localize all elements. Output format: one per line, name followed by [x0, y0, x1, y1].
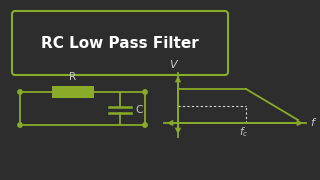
Text: C: C — [135, 105, 142, 115]
Circle shape — [18, 123, 22, 127]
FancyBboxPatch shape — [12, 11, 228, 75]
Circle shape — [143, 90, 147, 94]
Circle shape — [18, 90, 22, 94]
Circle shape — [143, 123, 147, 127]
Bar — [52, 86, 94, 98]
Text: RC Low Pass Filter: RC Low Pass Filter — [41, 35, 199, 51]
Text: V: V — [169, 60, 177, 70]
Text: f: f — [310, 118, 314, 128]
Text: $f_c$: $f_c$ — [239, 125, 249, 139]
Text: R: R — [69, 72, 76, 82]
